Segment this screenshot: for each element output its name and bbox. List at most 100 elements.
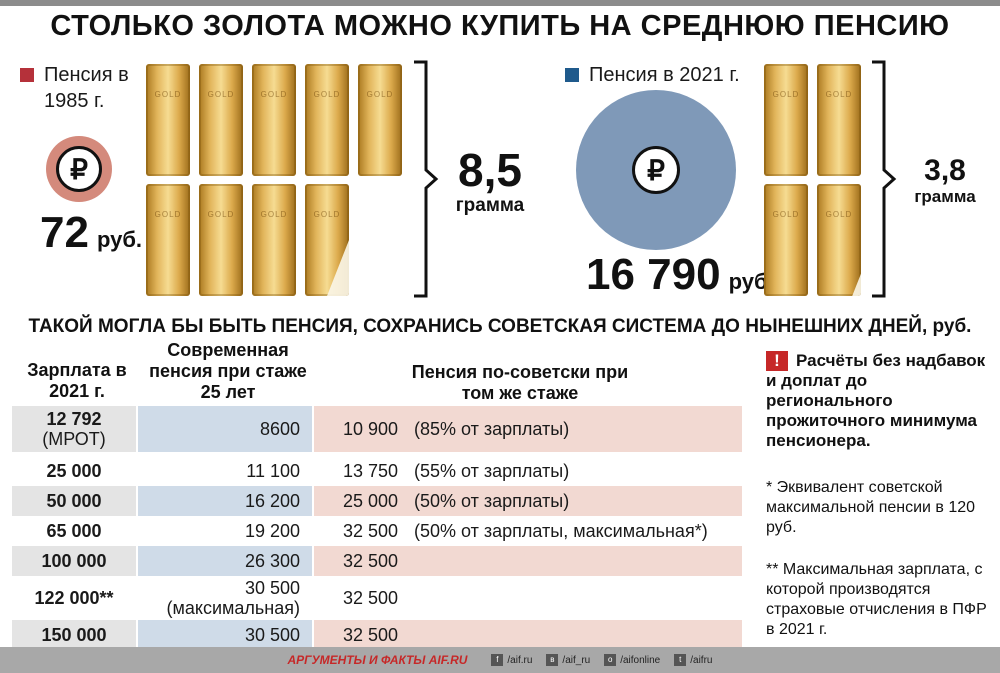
soviet-pension-note: (50% от зарплаты) — [414, 490, 570, 511]
facebook-icon: f — [491, 654, 504, 666]
salary-value: 150 000 — [41, 625, 107, 645]
brace-2021 — [872, 60, 897, 298]
salary-value: 100 000 — [41, 551, 107, 571]
salary-cell: 100 000 — [12, 546, 136, 576]
soviet-pension-cell: 32 500 — [314, 576, 742, 620]
gold-bar-stamp: GOLD — [313, 210, 341, 219]
modern-pension-cell: 26 300 — [138, 546, 312, 576]
gold-bar: GOLD — [305, 184, 349, 296]
legend-1985: Пенсия в 1985 г. — [20, 62, 130, 114]
gold-bar: GOLD — [252, 64, 296, 176]
amount-2021: 16 790 руб. — [586, 250, 774, 300]
gold-bar-stamp: GOLD — [207, 90, 235, 99]
gold-bar-stamp: GOLD — [207, 210, 235, 219]
legend-label-1985: Пенсия в 1985 г. — [44, 64, 129, 112]
salary-cell: 12 792 (МРОТ) — [12, 406, 136, 452]
social-ok[interactable]: о/aifonline — [604, 654, 660, 666]
grams-1985: 8,5 грамма — [440, 145, 540, 217]
col-head-modern: Современная пенсия при стаже 25 лет — [149, 340, 307, 402]
table-row: 12 792 (МРОТ) 8600 10 900 (85% от зарплаты) — [12, 406, 742, 452]
salary-value: 65 000 — [46, 521, 102, 541]
amount-1985: 72 руб. — [40, 208, 142, 258]
gold-bar-stamp: GOLD — [772, 210, 800, 219]
soviet-pension-value: 32 500 — [342, 550, 398, 571]
warning-text: Расчёты без надбавок и доплат до региона… — [766, 351, 986, 450]
gold-bar-stamp: GOLD — [260, 210, 288, 219]
soviet-pension-value: 13 750 — [342, 460, 398, 481]
gold-bar: GOLD — [199, 184, 243, 296]
gold-bar-stamp: GOLD — [260, 90, 288, 99]
modern-pension-cell: 8600 — [138, 406, 312, 452]
gold-bar: GOLD — [764, 184, 808, 296]
amount-2021-value: 16 790 — [586, 250, 721, 299]
salary-cell: 50 000 — [12, 486, 136, 516]
soviet-pension-value: 25 000 — [342, 490, 398, 511]
modern-pension-cell: 11 100 — [138, 456, 312, 486]
footnote-2: ** Максимальная зарплата, с которой прои… — [766, 561, 987, 638]
modern-pension-value: 11 100 — [246, 461, 300, 481]
social-twitter[interactable]: t/aifru — [674, 654, 712, 666]
modern-pension-value: 16 200 — [244, 491, 300, 511]
gold-bar: GOLD — [199, 64, 243, 176]
grams-1985-label: грамма — [455, 195, 525, 216]
modern-pension-cell: 30 500 — [138, 620, 312, 650]
gold-bar-remainder — [852, 273, 861, 296]
salary-cell: 65 000 — [12, 516, 136, 546]
soviet-pension-note: (50% от зарплаты, максимальная*) — [414, 520, 708, 541]
social-facebook[interactable]: f/aif.ru — [491, 654, 532, 666]
soviet-pension-cell: 10 900 (85% от зарплаты) — [314, 406, 742, 452]
salary-cell: 150 000 — [12, 620, 136, 650]
modern-pension-cell: 16 200 — [138, 486, 312, 516]
ruble-icon: ₽ — [632, 146, 680, 194]
modern-pension-cell: 30 500 (максимальная) — [138, 576, 312, 620]
salary-value: 50 000 — [46, 491, 102, 511]
soviet-pension-cell: 13 750 (55% от зарплаты) — [314, 456, 742, 486]
legend-label-2021: Пенсия в 2021 г. — [589, 64, 740, 86]
salary-cell: 122 000** — [12, 576, 136, 620]
gold-bar-stamp: GOLD — [313, 90, 341, 99]
ok-icon: о — [604, 654, 617, 666]
gold-bar-stamp: GOLD — [825, 210, 853, 219]
modern-pension-value: 30 500 — [244, 578, 300, 598]
footer: АРГУМЕНТЫ И ФАКТЫ AIF.RU f/aif.ru в/aif_… — [0, 647, 1000, 673]
grams-1985-value: 8,5 — [458, 144, 522, 196]
social-twitter-label: /aifru — [690, 654, 713, 666]
social-vk[interactable]: в/aif_ru — [546, 654, 590, 666]
gold-bar: GOLD — [764, 64, 808, 176]
aif-logo: АРГУМЕНТЫ И ФАКТЫ AIF.RU — [287, 653, 468, 667]
grams-2021-value: 3,8 — [924, 154, 966, 187]
table-title: ТАКОЙ МОГЛА БЫ БЫТЬ ПЕНСИЯ, СОХРАНИСЬ СО… — [28, 316, 972, 337]
table-row: 50 000 16 200 25 000 (50% от зарплаты) — [12, 486, 742, 516]
social-ok-label: /aifonline — [620, 654, 661, 666]
table-row: 122 000** 30 500 (максимальная) 32 500 — [12, 576, 742, 620]
col-head-soviet: Пенсия по-советски при том же стаже — [411, 362, 629, 403]
gold-bar-stamp: GOLD — [825, 90, 853, 99]
grams-2021: 3,8 грамма — [902, 155, 988, 207]
brace-1985 — [414, 60, 439, 298]
top-rule — [0, 0, 1000, 6]
table-row: 25 000 11 100 13 750 (55% от зарплаты) — [12, 456, 742, 486]
soviet-pension-note: (85% от зарплаты) — [414, 418, 570, 439]
legend-2021: Пенсия в 2021 г. — [565, 62, 765, 88]
salary-value: 122 000** — [34, 588, 114, 608]
modern-pension-note: (максимальная) — [166, 598, 300, 618]
salary-value: 25 000 — [46, 461, 102, 481]
soviet-pension-cell: 25 000 (50% от зарплаты) — [314, 486, 742, 516]
gold-bar: GOLD — [358, 64, 402, 176]
gold-bar: GOLD — [146, 184, 190, 296]
legend-swatch-2021 — [565, 68, 579, 82]
grams-2021-label: грамма — [914, 187, 976, 206]
table-row: 65 000 19 200 32 500 (50% от зарплаты, макс… — [12, 516, 742, 546]
page-title: СТОЛЬКО ЗОЛОТА МОЖНО КУПИТЬ НА СРЕДНЮЮ П… — [50, 10, 950, 42]
soviet-pension-cell: 32 500 — [314, 546, 742, 576]
salary-cell: 25 000 — [12, 456, 136, 486]
table-row: 100 000 26 300 32 500 — [12, 546, 742, 576]
gold-bar: GOLD — [252, 184, 296, 296]
amount-1985-value: 72 — [40, 208, 89, 257]
modern-pension-value: 8600 — [259, 419, 300, 439]
gold-bar-stamp: GOLD — [772, 90, 800, 99]
social-vk-label: /aif_ru — [562, 654, 591, 666]
warning-note: ! Расчёты без надбавок и доплат до регион… — [766, 351, 996, 451]
gold-bar: GOLD — [305, 64, 349, 176]
twitter-icon: t — [674, 654, 687, 666]
